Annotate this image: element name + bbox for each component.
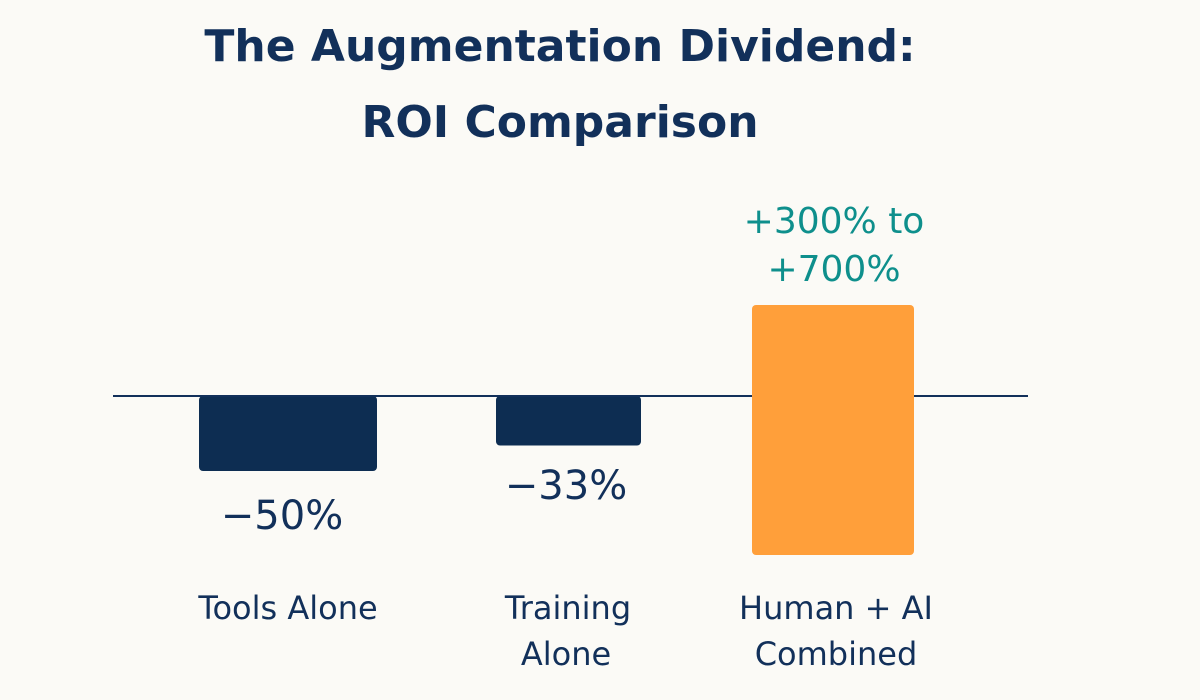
category-label-tools-alone: Tools Alone — [198, 589, 378, 627]
category-label-training-line2: Alone — [520, 635, 612, 673]
category-label-training-line1: Training — [504, 589, 632, 627]
data-label-tools-alone: −50% — [220, 493, 344, 539]
chart-title-line2: ROI Comparison — [361, 97, 759, 148]
category-label-human-ai-line2: Combined — [754, 635, 918, 673]
bar-tools-alone — [199, 396, 377, 471]
chart-title-line1: The Augmentation Dividend: — [204, 21, 916, 72]
data-label-human-ai-line2: +700% — [767, 249, 901, 290]
bar-human-ai-combined — [752, 305, 914, 555]
category-label-human-ai-line1: Human + AI — [739, 589, 933, 627]
data-label-human-ai-line1: +300% to — [743, 201, 925, 242]
bar-training-alone — [496, 396, 641, 446]
data-label-training-alone: −33% — [504, 463, 628, 509]
